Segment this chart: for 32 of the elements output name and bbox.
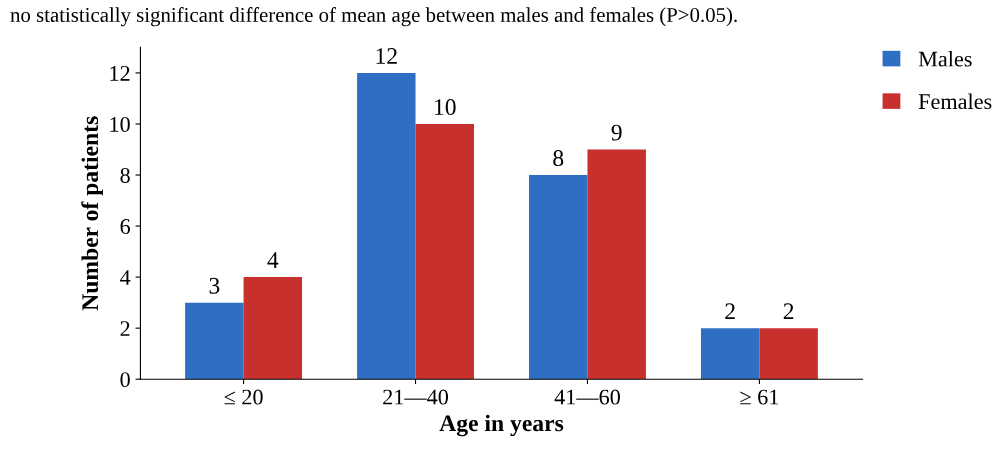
y-tick-label: 6 — [120, 219, 131, 234]
bar — [357, 72, 416, 380]
data-label: 12 — [376, 48, 397, 64]
y-tick-label: 2 — [120, 321, 130, 336]
x-tick-label: 41—60 — [554, 389, 620, 405]
x-axis-title: Age in years — [439, 414, 564, 437]
data-label: 3 — [209, 277, 220, 294]
y-axis-title: Number of patients — [81, 116, 103, 311]
text: no statistically significant difference of mean age between males and females (P>0.05). — [10, 7, 737, 27]
x-tick-label: ≤ 20 — [224, 389, 263, 405]
y-tick-label: 12 — [110, 65, 130, 81]
data-label: 9 — [611, 124, 622, 141]
bar — [759, 328, 818, 380]
data-label: 2 — [783, 303, 794, 319]
y-tick-label: 10 — [110, 116, 130, 132]
x-tick-label: 21—40 — [383, 389, 449, 405]
legend-label: Females — [918, 93, 992, 110]
data-label: 2 — [725, 303, 735, 319]
y-tick-label: 4 — [120, 270, 131, 285]
y-tick-label: 0 — [120, 372, 130, 388]
bar — [700, 328, 760, 380]
data-label: 4 — [267, 252, 279, 268]
legend-label: Males — [918, 50, 972, 67]
bar — [185, 302, 244, 380]
y-tick-label: 8 — [120, 167, 130, 183]
bar — [243, 277, 303, 380]
data-label: 8 — [553, 150, 564, 167]
bar — [587, 149, 646, 380]
bar — [415, 123, 474, 380]
bar — [529, 175, 588, 380]
data-label: 10 — [435, 99, 456, 116]
x-tick-label: ≥ 61 — [740, 389, 779, 405]
